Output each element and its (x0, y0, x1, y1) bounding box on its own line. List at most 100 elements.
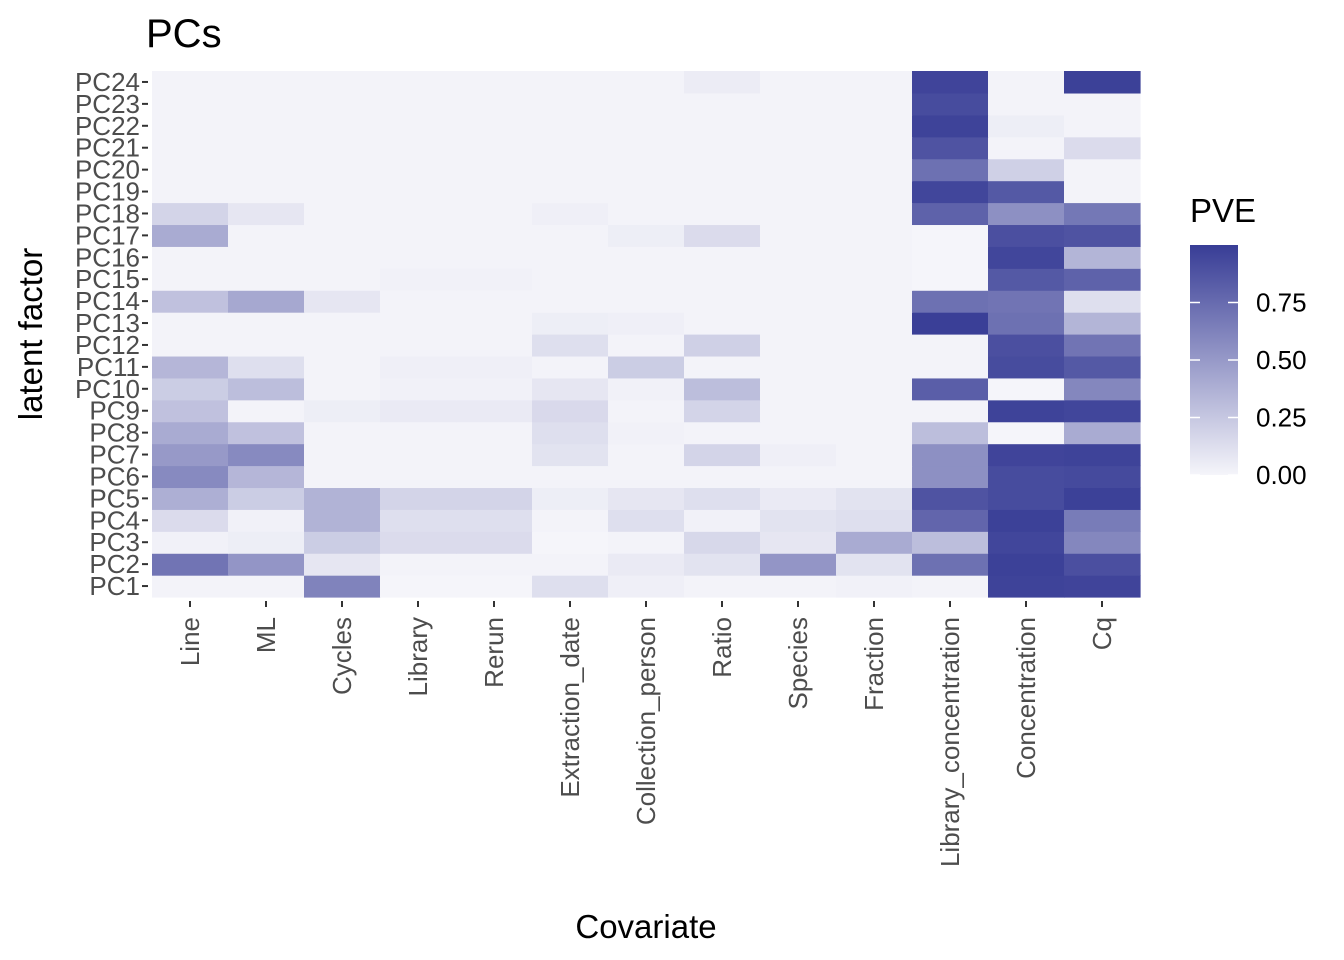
heatmap-cell (152, 92, 229, 116)
heatmap-cell (1064, 334, 1141, 357)
heatmap-cell (760, 509, 837, 532)
heatmap-cell (836, 92, 913, 116)
y-tick-label: PC1 (89, 571, 140, 601)
heatmap-cell (1064, 180, 1141, 204)
heatmap-cell (760, 224, 837, 247)
heatmap-cell (304, 136, 381, 160)
heatmap-cell (1064, 224, 1141, 247)
heatmap-cell (912, 312, 989, 335)
heatmap-cell (988, 575, 1065, 598)
heatmap-cell (608, 399, 685, 423)
x-axis: Line ML Cycles Library Rerun Extraction_date C… (175, 601, 1117, 867)
heatmap-cell (380, 71, 457, 94)
heatmap-cell (532, 487, 609, 510)
heatmap-cell (988, 312, 1065, 335)
heatmap-cell (684, 465, 761, 489)
heatmap-cell (380, 531, 457, 554)
heatmap-cell (684, 158, 761, 182)
heatmap-cell (456, 114, 533, 138)
y-tick-label: PC18 (75, 198, 140, 228)
y-tick-label: PC7 (89, 440, 140, 470)
heatmap-cell (760, 553, 837, 576)
heatmap-cell (532, 399, 609, 423)
heatmap-cell (456, 71, 533, 94)
y-tick-label: PC21 (75, 133, 140, 163)
heatmap-cell (532, 421, 609, 445)
heatmap-cell (532, 92, 609, 116)
y-tick-label: PC5 (89, 483, 140, 513)
heatmap-cell (684, 312, 761, 335)
heatmap-cell (380, 553, 457, 576)
heatmap-cell (988, 92, 1065, 116)
heatmap-cell (912, 487, 989, 510)
heatmap-cell (608, 71, 685, 94)
heatmap-cell (152, 180, 229, 204)
heatmap-cell (380, 509, 457, 532)
heatmap-cell (988, 377, 1065, 401)
heatmap-cell (1064, 355, 1141, 379)
heatmap-cell (304, 355, 381, 379)
heatmap-cell (836, 487, 913, 510)
heatmap-cell (152, 334, 229, 357)
heatmap-cell (456, 487, 533, 510)
heatmap-cell (228, 202, 305, 226)
heatmap-cell (532, 290, 609, 313)
heatmap-cell (912, 334, 989, 357)
heatmap-cell (1064, 465, 1141, 489)
heatmap-cell (836, 531, 913, 554)
heatmap-cell (304, 443, 381, 467)
heatmap-cell (152, 114, 229, 138)
heatmap-cell (988, 421, 1065, 445)
heatmap-cell (760, 575, 837, 598)
heatmap-cell (304, 290, 381, 313)
heatmap-cell (152, 158, 229, 182)
heatmap-cell (1064, 92, 1141, 116)
heatmap-cell (228, 531, 305, 554)
heatmap-cell (608, 180, 685, 204)
heatmap-cell (684, 421, 761, 445)
heatmap-cell (532, 158, 609, 182)
heatmap-cell (836, 180, 913, 204)
heatmap-cell (760, 290, 837, 313)
heatmap-cell (1064, 71, 1141, 94)
x-tick-label: Extraction_date (555, 617, 585, 798)
heatmap-cell (760, 71, 837, 94)
heatmap-cell (988, 334, 1065, 357)
heatmap-cell (456, 268, 533, 291)
heatmap-cell (456, 334, 533, 357)
heatmap-cell (988, 465, 1065, 489)
y-tick-label: PC17 (75, 220, 140, 250)
x-tick-label: Cq (1087, 617, 1117, 650)
heatmap-cell (988, 246, 1065, 269)
heatmap-cell (152, 575, 229, 598)
heatmap-cell (608, 355, 685, 379)
heatmap-cell (456, 531, 533, 554)
heatmap-cell (760, 334, 837, 357)
heatmap-cell (1064, 421, 1141, 445)
heatmap-cell (836, 553, 913, 576)
heatmap-cell (456, 312, 533, 335)
heatmap-cell (1064, 377, 1141, 401)
heatmap-cell (456, 509, 533, 532)
heatmap-cell (380, 312, 457, 335)
heatmap-cell (988, 224, 1065, 247)
heatmap-cell (836, 114, 913, 138)
heatmap-cell (456, 421, 533, 445)
heatmap-cell (228, 421, 305, 445)
heatmap-cell (380, 224, 457, 247)
heatmap-cell (684, 268, 761, 291)
heatmap-cell (912, 575, 989, 598)
heatmap-cell (532, 553, 609, 576)
heatmap-cell (912, 355, 989, 379)
heatmap-cell (988, 355, 1065, 379)
heatmap-cell (608, 136, 685, 160)
heatmap-cell (304, 71, 381, 94)
heatmap-cell (532, 224, 609, 247)
heatmap-cell (152, 355, 229, 379)
heatmap-cell (1064, 290, 1141, 313)
heatmap-cell (608, 114, 685, 138)
y-tick-label: PC8 (89, 418, 140, 448)
heatmap-cell (912, 246, 989, 269)
heatmap-cell (456, 246, 533, 269)
heatmap-cell (1064, 399, 1141, 423)
